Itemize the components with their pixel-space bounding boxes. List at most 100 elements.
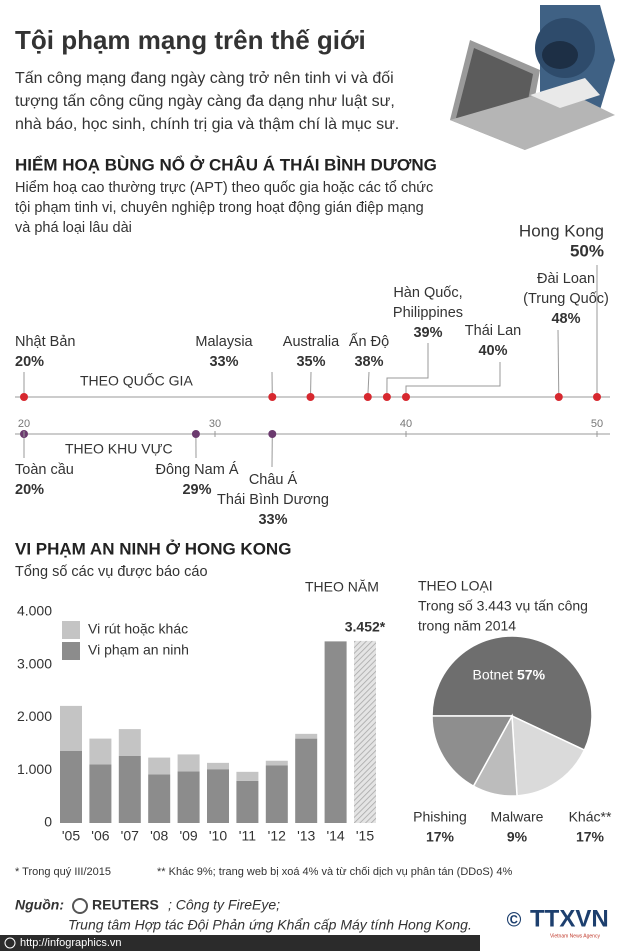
value-label: 35% (296, 354, 325, 370)
x-tick-label: '11 (239, 828, 256, 844)
x-tick-label: '08 (150, 828, 168, 844)
x-tick-label: '06 (91, 828, 109, 844)
intro-line: nhà báo, học sinh, chính trị gia và thậm… (15, 116, 399, 133)
logo-tagline: Vietnam News Agency (550, 933, 600, 939)
bar (177, 771, 200, 823)
pie-subtitle: trong năm 2014 (418, 618, 516, 634)
hacker-illustration (450, 5, 615, 150)
slice-value: 57% (517, 667, 546, 683)
value-label: 40% (478, 343, 507, 359)
slice-label: Phishing (413, 809, 467, 825)
source-label: Nguồn: (15, 897, 64, 913)
x-tick-label: 50 (591, 418, 603, 430)
source-line: ; Công ty FireEye; (168, 897, 280, 913)
section-subtitle: và phá loại lâu dài (15, 220, 132, 236)
leader-line (405, 362, 501, 397)
y-tick-label: 2.000 (17, 708, 52, 724)
dot (20, 393, 28, 401)
section-title: VI PHẠM AN NINH Ở HONG KONG (15, 539, 291, 558)
bar (207, 769, 229, 823)
y-tick-label: 4.000 (17, 603, 52, 619)
y-tick-label: 0 (44, 814, 52, 830)
annotation: THEO NĂM (305, 579, 379, 595)
logo-symbol: © (507, 909, 522, 931)
point-label: Malaysia (195, 334, 253, 350)
bar (324, 641, 347, 823)
intro-line: Tấn công mạng đang ngày càng trở nên tin… (15, 70, 394, 87)
dot (268, 430, 277, 438)
bar (118, 729, 141, 757)
value-label: 20% (15, 354, 44, 370)
dot (191, 430, 200, 438)
axis-label: THEO KHU VỰC (65, 441, 173, 457)
x-tick-label: '14 (326, 828, 344, 844)
source-reuters: REUTERS (92, 897, 159, 913)
bar (60, 705, 82, 751)
dot (593, 393, 601, 401)
slice-label: Malware (491, 809, 544, 825)
bar (177, 754, 200, 772)
bar (89, 738, 112, 765)
footnote: ** Khác 9%; trang web bị xoá 4% và từ ch… (157, 866, 512, 878)
y-tick-label: 1.000 (17, 761, 52, 777)
bar (148, 774, 171, 823)
value-label: 20% (15, 482, 44, 498)
x-tick-label: '05 (62, 828, 80, 844)
point-label: Thái Lan (465, 323, 521, 339)
legend-label: Vi rút hoặc khác (88, 621, 188, 637)
value-label: 39% (413, 325, 442, 341)
footer-bar (0, 935, 480, 951)
dot (306, 393, 315, 401)
section-subtitle: tội phạm tinh vi, chuyên nghiệp trong ho… (15, 200, 424, 216)
point-label: Châu Á (249, 471, 298, 488)
x-tick-label: '15 (356, 828, 374, 844)
axis-label: THEO QUỐC GIA (80, 372, 193, 389)
y-tick-label: 3.000 (17, 655, 52, 671)
pie-slice (431, 715, 514, 788)
x-tick-label: '12 (268, 828, 286, 844)
value-label: 33% (258, 512, 287, 528)
bar (295, 733, 318, 739)
value-label: 29% (182, 482, 211, 498)
point-label: Thái Bình Dương (217, 492, 329, 508)
value-label: 38% (354, 354, 383, 370)
bar (118, 756, 141, 823)
slice-value: 17% (426, 829, 455, 845)
reuters-logo (72, 898, 88, 914)
logo-name: TTXVN (530, 905, 609, 932)
bar (207, 762, 229, 770)
x-tick-label: 30 (209, 418, 221, 430)
bar (354, 640, 376, 823)
bar (265, 765, 288, 823)
slice-label: Botnet (473, 667, 514, 683)
dot (554, 393, 563, 401)
leader-line (386, 343, 429, 398)
dot (382, 393, 391, 401)
x-tick-label: 40 (400, 418, 412, 430)
bar (148, 757, 171, 775)
point-label: Đông Nam Á (155, 461, 238, 478)
pie-title: THEO LOẠI (418, 578, 493, 594)
legend-swatch (62, 621, 80, 639)
point-label: Toàn cầu (15, 462, 74, 478)
footer-url: http://infographics.vn (20, 937, 122, 949)
point-label: Australia (283, 334, 340, 350)
globe-icon (4, 937, 16, 949)
point-label: Nhật Bản (15, 334, 75, 350)
pie-slice (511, 714, 586, 797)
bar (60, 750, 82, 823)
section-title: HIỂM HOẠ BÙNG NỔ Ở CHÂU Á THÁI BÌNH DƯƠN… (15, 155, 437, 174)
leader-line (557, 329, 560, 398)
leader-line (310, 371, 312, 398)
point-label: Hong Kong (519, 221, 604, 240)
slice-label: Khác** (569, 809, 612, 825)
bar (236, 771, 259, 781)
legend-swatch (62, 642, 80, 660)
dot (268, 393, 277, 401)
slice-value: 17% (576, 829, 605, 845)
section-subtitle: Hiểm hoạ cao thường trực (APT) theo quốc… (15, 180, 433, 196)
point-label: Hàn Quốc, (393, 285, 462, 301)
bar (295, 738, 318, 823)
page-title: Tội phạm mạng trên thế giới (15, 25, 366, 55)
